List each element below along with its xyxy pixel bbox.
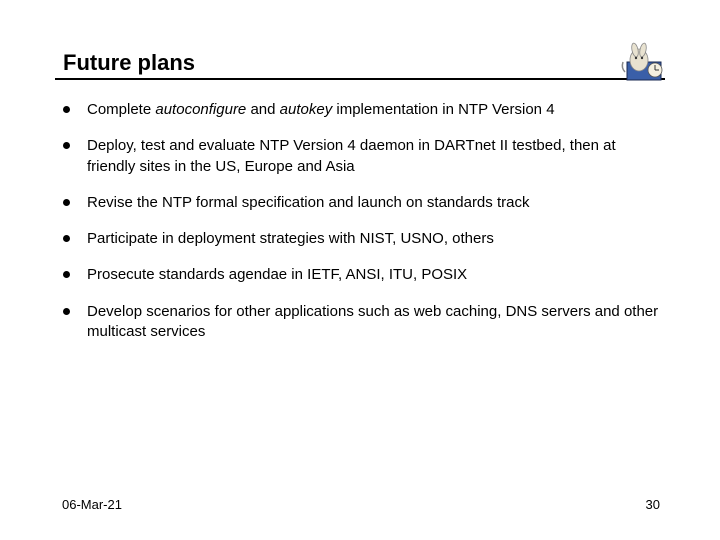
slide: Future plans Complete autoconfigure and … [0, 0, 720, 540]
list-item: Deploy, test and evaluate NTP Version 4 … [63, 136, 665, 177]
bullet-text: Revise the NTP formal specification and … [87, 194, 529, 211]
footer: 06-Mar-21 30 [62, 497, 660, 512]
list-item: Prosecute standards agendae in IETF, ANS… [63, 265, 665, 285]
logo-icon [619, 42, 667, 86]
bullet-list: Complete autoconfigure and autokey imple… [55, 100, 665, 342]
bullet-text: Deploy, test and evaluate NTP Version 4 … [87, 137, 616, 174]
title-row: Future plans [55, 50, 665, 80]
footer-page: 30 [646, 497, 660, 512]
bullet-text: Develop scenarios for other applications… [87, 303, 658, 340]
bullet-text: Participate in deployment strategies wit… [87, 230, 494, 247]
list-item: Complete autoconfigure and autokey imple… [63, 100, 665, 120]
text-segment: Complete [87, 101, 155, 118]
list-item: Revise the NTP formal specification and … [63, 193, 665, 213]
slide-title: Future plans [55, 50, 665, 76]
text-segment: and [246, 101, 279, 118]
list-item: Participate in deployment strategies wit… [63, 229, 665, 249]
text-segment: implementation in NTP Version 4 [332, 101, 554, 118]
list-item: Develop scenarios for other applications… [63, 302, 665, 343]
bullet-text: Prosecute standards agendae in IETF, ANS… [87, 266, 467, 283]
italic-term: autokey [280, 101, 333, 118]
footer-date: 06-Mar-21 [62, 497, 122, 512]
italic-term: autoconfigure [155, 101, 246, 118]
